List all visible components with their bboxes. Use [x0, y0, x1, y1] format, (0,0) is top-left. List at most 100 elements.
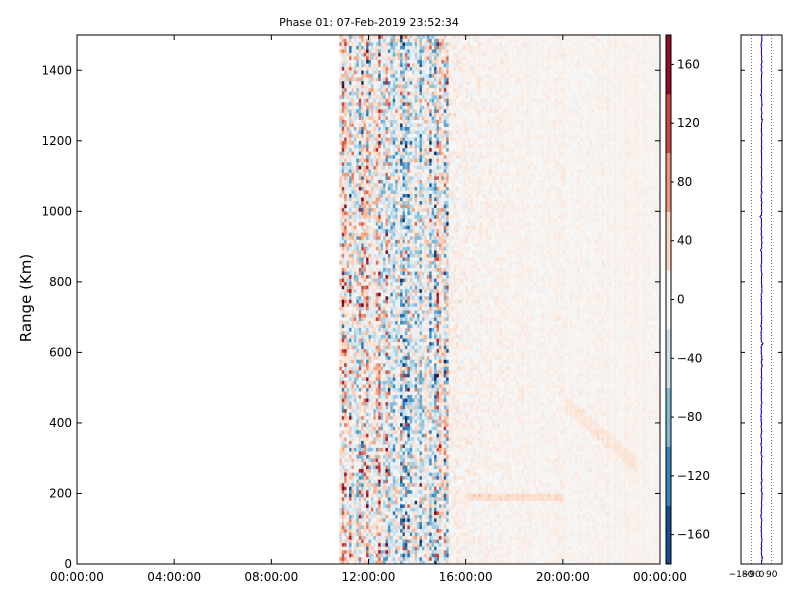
heatmap-cell [410, 543, 413, 547]
heatmap-cell [390, 63, 393, 67]
heatmap-cell [403, 63, 406, 67]
heatmap-cell [376, 158, 379, 162]
heatmap-cell [400, 148, 403, 152]
heatmap-cell [381, 84, 384, 88]
heatmap-cell [342, 419, 345, 423]
heatmap-cell [386, 194, 389, 198]
heatmap-cell [398, 395, 401, 399]
heatmap-cell [403, 60, 406, 64]
heatmap-cell [344, 409, 347, 413]
heatmap-cell [390, 127, 393, 131]
heatmap-cell [395, 162, 398, 166]
heatmap-cell [376, 391, 379, 395]
heatmap-cell [407, 300, 410, 304]
heatmap-cell [412, 95, 415, 99]
heatmap-cell [407, 165, 410, 169]
heatmap-cell [356, 137, 359, 141]
heatmap-cell [395, 349, 398, 353]
heatmap-cell [398, 63, 401, 67]
heatmap-cell [364, 194, 367, 198]
heatmap-cell [366, 497, 369, 501]
heatmap-cell [356, 201, 359, 205]
heatmap-cell [395, 504, 398, 508]
heatmap-cell [356, 335, 359, 339]
heatmap-cell [390, 321, 393, 325]
heatmap-cell [342, 455, 345, 459]
heatmap-cell [403, 254, 406, 258]
heatmap-cell [398, 455, 401, 459]
heatmap-cell [398, 81, 401, 85]
heatmap-cell [366, 95, 369, 99]
heatmap-cell [417, 402, 420, 406]
heatmap-cell [366, 508, 369, 512]
heatmap-cell [412, 211, 415, 215]
heatmap-cell [366, 211, 369, 215]
heatmap-cell [400, 479, 403, 483]
heatmap-cell [388, 532, 391, 536]
heatmap-cell [381, 56, 384, 60]
heatmap-cell [359, 434, 362, 438]
heatmap-cell [390, 148, 393, 152]
heatmap-cell [398, 187, 401, 191]
heatmap-cell [412, 451, 415, 455]
heatmap-cell [388, 476, 391, 480]
heatmap-cell [361, 67, 364, 71]
heatmap-cell [386, 539, 389, 543]
heatmap-cell [364, 303, 367, 307]
heatmap-cell [388, 60, 391, 64]
heatmap-cell [359, 430, 362, 434]
heatmap-cell [352, 247, 355, 251]
heatmap-cell [381, 381, 384, 385]
heatmap-cell [378, 74, 381, 78]
heatmap-cell [347, 211, 350, 215]
heatmap-cell [373, 91, 376, 95]
heatmap-cell [381, 289, 384, 293]
heatmap-cell [383, 35, 386, 39]
heatmap-cell [366, 458, 369, 462]
heatmap-cell [415, 180, 418, 184]
heatmap-cell [359, 553, 362, 557]
heatmap-cell [361, 183, 364, 187]
heatmap-cell [383, 250, 386, 254]
heatmap-cell [381, 278, 384, 282]
heatmap-cell [403, 543, 406, 547]
heatmap-cell [354, 356, 357, 360]
heatmap-cell [378, 250, 381, 254]
heatmap-cell [344, 151, 347, 155]
heatmap-cell [371, 211, 374, 215]
heatmap-cell [410, 292, 413, 296]
heatmap-cell [381, 363, 384, 367]
heatmap-cell [369, 292, 372, 296]
heatmap-cell [339, 458, 342, 462]
heatmap-cell [342, 314, 345, 318]
heatmap-cell [393, 377, 396, 381]
heatmap-cell [361, 451, 364, 455]
heatmap-cell [339, 180, 342, 184]
heatmap-cell [410, 271, 413, 275]
heatmap-cell [417, 254, 420, 258]
heatmap-cell [412, 539, 415, 543]
heatmap-cell [395, 384, 398, 388]
heatmap-cell [342, 88, 345, 92]
heatmap-cell [400, 462, 403, 466]
heatmap-cell [349, 165, 352, 169]
heatmap-cell [352, 479, 355, 483]
heatmap-cell [354, 469, 357, 473]
heatmap-cell [403, 310, 406, 314]
heatmap-cell [400, 307, 403, 311]
heatmap-cell [403, 483, 406, 487]
heatmap-cell [373, 282, 376, 286]
heatmap-cell [342, 268, 345, 272]
heatmap-cell [347, 536, 350, 540]
heatmap-cell [364, 243, 367, 247]
heatmap-cell [383, 356, 386, 360]
heatmap-cell [400, 352, 403, 356]
heatmap-cell [361, 423, 364, 427]
heatmap-cell [388, 317, 391, 321]
heatmap-cell [373, 370, 376, 374]
heatmap-cell [417, 426, 420, 430]
heatmap-cell [361, 194, 364, 198]
heatmap-cell [347, 254, 350, 258]
heatmap-cell [412, 437, 415, 441]
heatmap-cell [383, 416, 386, 420]
